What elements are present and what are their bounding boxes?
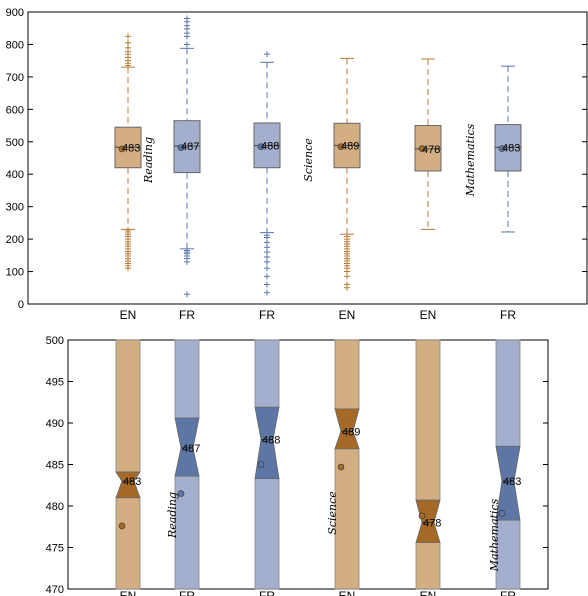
flier-point	[264, 51, 270, 58]
box-mean-point	[118, 145, 126, 153]
box-upper-body	[174, 339, 200, 419]
box-upper-body	[495, 339, 521, 447]
flier-point	[344, 281, 350, 288]
median-label: 487	[182, 443, 200, 455]
top-boxplot-panel: 0 100 200 300 400 500 600 700 800 900 483 EN 487 FR 48…	[6, 7, 588, 322]
box-lower-body	[115, 497, 141, 590]
box-lower-body	[254, 478, 280, 590]
bottom-category-label: EN	[339, 589, 356, 596]
flier-point	[344, 233, 350, 240]
bottom-category-label: EN	[420, 589, 437, 596]
median-label: 483	[502, 142, 520, 154]
flier-point	[264, 265, 270, 272]
bottom-subject-label: Science	[326, 491, 339, 535]
top-category-label: EN	[120, 308, 137, 322]
flier-point	[125, 39, 131, 46]
box-upper-body	[115, 339, 141, 473]
box-mean-point	[177, 490, 185, 497]
median-label: 483	[503, 476, 521, 488]
box-mean-point	[177, 144, 185, 151]
bottom-y-tick-label: 495	[46, 377, 64, 389]
box-mean-point	[337, 143, 345, 150]
top-y-tick-label: 600	[6, 104, 24, 116]
flier-point	[125, 33, 131, 40]
flier-point	[184, 247, 190, 254]
top-y-tick-label: 900	[6, 7, 24, 19]
box-upper-body	[334, 339, 360, 410]
bottom-category-label: FR	[500, 589, 516, 596]
flier-point	[184, 291, 190, 298]
median-label: 478	[422, 144, 440, 156]
top-y-tick-label: 300	[6, 202, 24, 214]
box-mean-point	[498, 145, 506, 152]
median-label: 478	[423, 518, 441, 530]
box-mean-point	[418, 145, 426, 152]
top-y-tick-label: 100	[6, 267, 24, 279]
box-mean-point	[118, 522, 126, 530]
box-lower-body	[415, 542, 441, 590]
top-category-label: EN	[420, 308, 437, 322]
bottom-y-tick-label: 485	[46, 460, 64, 472]
bottom-y-tick-label: 500	[46, 335, 64, 347]
bottom-y-tick-label: 480	[46, 501, 64, 513]
top-category-label: FR	[500, 308, 516, 322]
flier-point	[125, 227, 131, 234]
bottom-subject-label: Reading	[166, 492, 179, 539]
median-label: 488	[261, 141, 279, 153]
box-upper-body	[415, 339, 441, 501]
top-y-tick-label: 800	[6, 39, 24, 51]
median-label: 489	[341, 140, 359, 152]
median-label: 488	[262, 435, 280, 447]
median-label: 483	[122, 142, 140, 154]
median-label: 483	[123, 476, 141, 488]
bottom-y-tick-label: 490	[46, 418, 64, 430]
top-plot-frame	[27, 11, 588, 305]
box-lower-body	[334, 448, 360, 590]
top-y-tick-label: 400	[6, 169, 24, 181]
top-y-tick-label: 200	[6, 234, 24, 246]
bottom-subject-label: Mathematics	[488, 498, 501, 572]
top-category-label: FR	[259, 308, 275, 322]
top-category-label: FR	[179, 308, 195, 322]
box-mean-point	[418, 512, 426, 520]
bottom-notched-panel: 470 475 480 485 490 495 500 483 EN 487 FR 488 FR 489 E…	[46, 335, 549, 596]
median-label: 487	[181, 141, 199, 153]
median-label: 489	[342, 426, 360, 438]
bottom-y-tick-label: 475	[46, 543, 64, 555]
box-mean-point	[257, 143, 265, 150]
box-mean-point	[498, 510, 506, 517]
flier-point	[264, 273, 270, 280]
top-y-tick-label: 0	[18, 299, 24, 311]
top-category-label: EN	[339, 308, 356, 322]
flier-point	[184, 41, 190, 48]
bottom-category-label: FR	[259, 589, 275, 596]
bottom-category-label: FR	[179, 589, 195, 596]
top-y-tick-label: 500	[6, 137, 24, 149]
bottom-y-tick-label: 470	[46, 584, 64, 596]
box-lower-body	[495, 519, 521, 590]
box-mean-point	[257, 461, 265, 468]
flier-point	[264, 232, 270, 239]
flier-point	[184, 15, 190, 22]
top-subject-label: Mathematics	[464, 123, 477, 197]
bottom-category-label: EN	[120, 589, 137, 596]
flier-point	[264, 289, 270, 296]
top-y-tick-label: 700	[6, 72, 24, 84]
flier-point	[264, 281, 270, 288]
box-upper-body	[254, 339, 280, 408]
top-subject-label: Reading	[142, 137, 155, 184]
top-subject-label: Science	[302, 138, 315, 182]
box-mean-point	[337, 463, 345, 471]
